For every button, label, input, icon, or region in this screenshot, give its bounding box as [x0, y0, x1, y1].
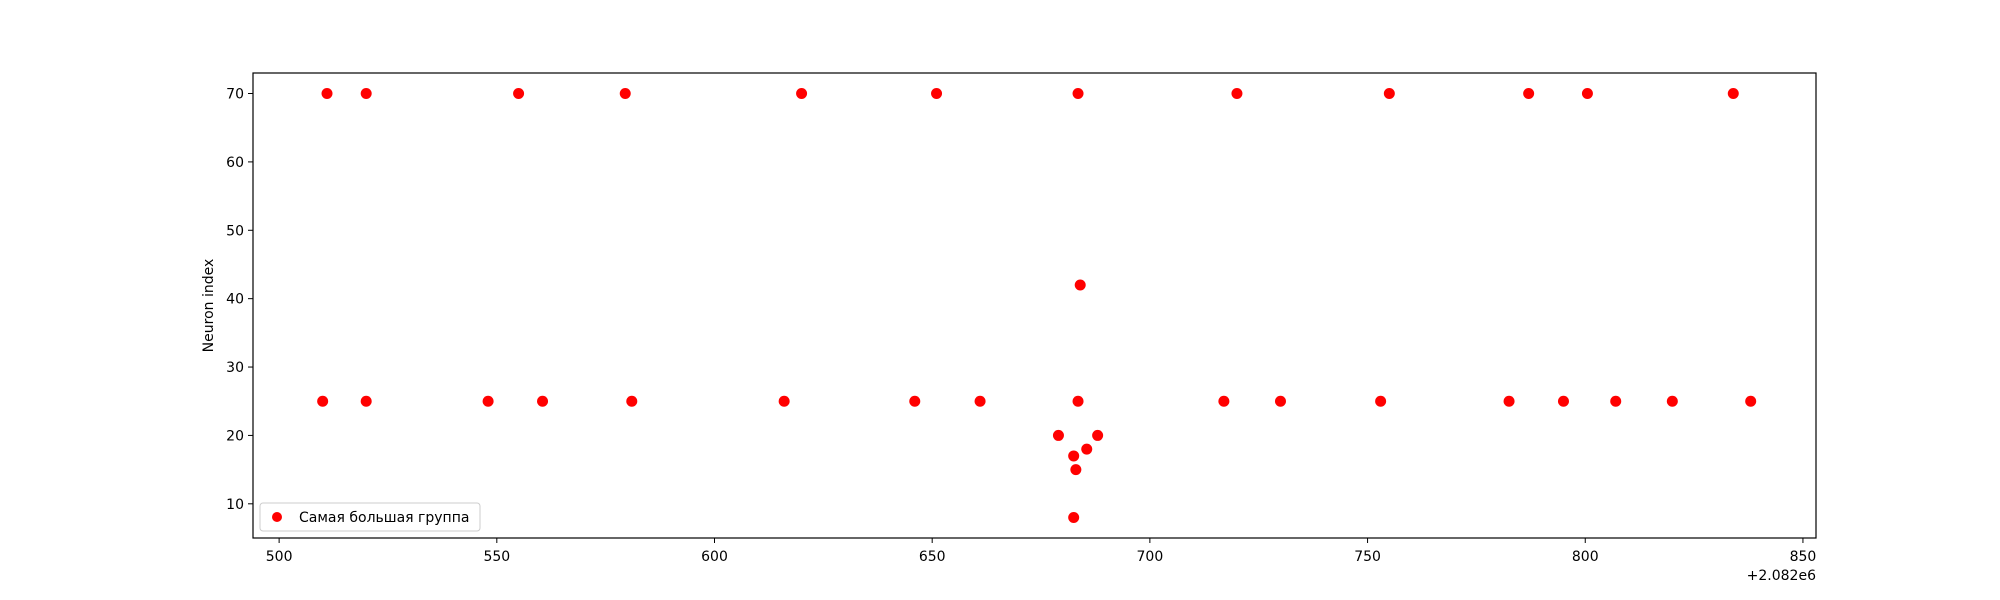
data-point	[1068, 450, 1080, 462]
data-point	[1557, 395, 1569, 407]
legend-marker	[272, 512, 282, 522]
data-point	[1218, 395, 1230, 407]
legend-label: Самая большая группа	[299, 510, 469, 526]
y-tick-label: 50	[226, 223, 244, 239]
data-points	[317, 88, 1757, 523]
x-tick-label: 750	[1354, 549, 1381, 565]
data-point	[1383, 88, 1395, 100]
data-point	[317, 395, 329, 407]
x-tick-label: 600	[701, 549, 728, 565]
data-point	[778, 395, 790, 407]
data-point	[619, 88, 631, 100]
data-point	[1745, 395, 1757, 407]
data-point	[909, 395, 921, 407]
data-point	[931, 88, 943, 100]
x-tick-label: 850	[1790, 549, 1817, 565]
y-tick-label: 30	[226, 360, 244, 376]
data-point	[1523, 88, 1535, 100]
data-point	[974, 395, 986, 407]
data-point	[1610, 395, 1622, 407]
y-tick-label: 60	[226, 155, 244, 171]
data-point	[1092, 429, 1104, 441]
data-point	[1052, 429, 1064, 441]
legend[interactable]: Самая большая группа	[259, 502, 481, 532]
x-tick-label: 650	[919, 549, 946, 565]
x-tick-label: 550	[483, 549, 510, 565]
ticks: 500 550 600 650 700 750 800 850 10 20 30 40 50 60 70	[226, 87, 1816, 565]
data-point	[626, 395, 638, 407]
x-tick-label: 800	[1572, 549, 1599, 565]
data-point	[1070, 464, 1082, 476]
x-tick-label: 500	[266, 549, 293, 565]
y-axis-label: Neuron index	[201, 259, 217, 353]
data-point	[360, 88, 372, 100]
data-point	[1375, 395, 1387, 407]
data-point	[482, 395, 494, 407]
data-point	[1231, 88, 1243, 100]
y-tick-label: 10	[226, 497, 244, 513]
data-point	[1727, 88, 1739, 100]
data-point	[1072, 395, 1084, 407]
y-tick-label: 70	[226, 87, 244, 103]
data-point	[1581, 88, 1593, 100]
data-point	[1503, 395, 1515, 407]
data-point	[1081, 443, 1093, 455]
x-tick-label: 700	[1137, 549, 1164, 565]
legend-box	[259, 502, 481, 532]
x-axis-offset-label: +2.082e6	[1747, 568, 1816, 584]
data-point	[537, 395, 549, 407]
plot-area-frame	[252, 72, 1817, 539]
data-point	[1068, 511, 1080, 523]
data-point	[1074, 279, 1086, 291]
data-point	[513, 88, 525, 100]
data-point	[1666, 395, 1678, 407]
data-point	[796, 88, 808, 100]
data-point	[360, 395, 372, 407]
data-point	[1274, 395, 1286, 407]
y-tick-label: 20	[226, 428, 244, 444]
data-point	[1072, 88, 1084, 100]
y-tick-label: 40	[226, 292, 244, 308]
data-point	[321, 88, 333, 100]
